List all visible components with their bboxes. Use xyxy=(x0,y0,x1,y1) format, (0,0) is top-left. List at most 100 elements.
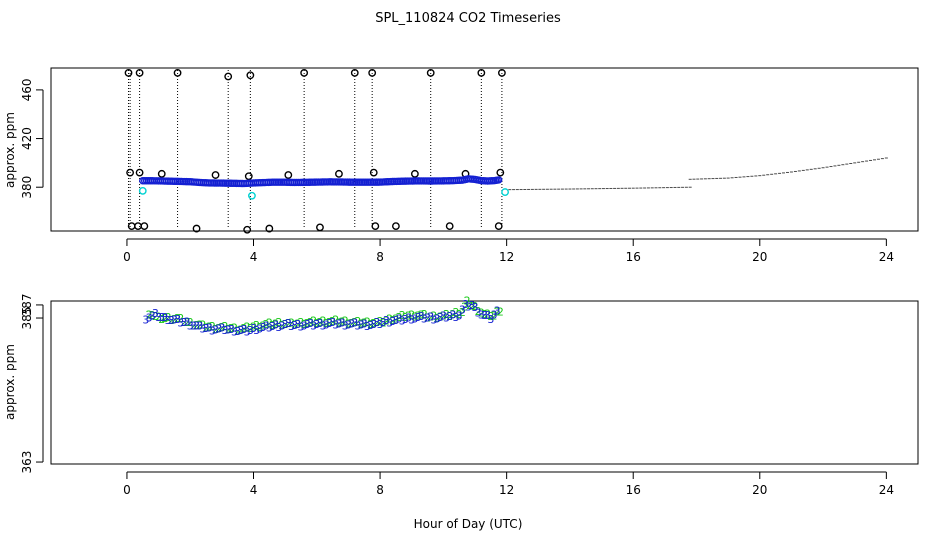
series-2-point: 2 xyxy=(174,312,181,325)
raw-outliers-point xyxy=(284,171,293,179)
bottom-data-marks: 2222222222222222222222222222222222222222… xyxy=(142,295,503,339)
series-2-point: 2 xyxy=(184,316,191,329)
bottom-y-tick-label: 363 xyxy=(20,451,34,474)
series-2-point: 2 xyxy=(234,324,241,337)
series-3-point: 3 xyxy=(142,314,149,327)
series-2-point: 2 xyxy=(193,319,200,332)
series-2-point: 2 xyxy=(149,309,156,322)
series-3-point: 3 xyxy=(339,317,346,330)
raw-outliers-point xyxy=(300,68,309,77)
series-3-point: 3 xyxy=(411,312,418,325)
top-x-tick-label: 12 xyxy=(499,250,514,264)
series-3-point: 3 xyxy=(146,311,153,324)
series-2-point: 2 xyxy=(272,318,279,331)
series-3-point: 3 xyxy=(389,315,396,328)
top-x-tick-label: 0 xyxy=(123,250,131,264)
series-2-point: 2 xyxy=(294,317,301,330)
top-axes: 0 4 8 12 16 20 24 380 420 460 xyxy=(20,78,894,264)
series-2-point: 2 xyxy=(256,321,263,334)
series-2-point: 2 xyxy=(377,315,384,328)
series-2-point: 2 xyxy=(260,320,267,333)
series-3-point: 3 xyxy=(399,315,406,328)
series-2-point: 2 xyxy=(367,318,374,331)
series-3-point: 3 xyxy=(361,318,368,331)
series-3-point: 3 xyxy=(244,326,251,339)
series-3-point: 3 xyxy=(392,314,399,327)
series-2-point: 2 xyxy=(168,314,175,327)
raw-outliers-point xyxy=(211,171,220,179)
series-2-point: 2 xyxy=(437,311,444,324)
series-2-point: 2 xyxy=(478,307,485,320)
series-2-point: 2 xyxy=(196,319,203,332)
series-3-point: 3 xyxy=(380,316,387,329)
series-2-point: 2 xyxy=(427,311,434,324)
series-3-point: 3 xyxy=(234,325,241,338)
series-3-point: 3 xyxy=(449,309,456,322)
series-3-point: 3 xyxy=(351,317,358,330)
series-3-point: 3 xyxy=(307,317,314,330)
raw-outliers-point xyxy=(350,68,359,77)
series-3-point: 3 xyxy=(187,319,194,332)
series-3-point: 3 xyxy=(288,320,295,333)
series-3-point: 3 xyxy=(364,320,371,333)
series-3-point: 3 xyxy=(285,317,292,330)
series-2-point: 2 xyxy=(396,311,403,324)
series-3-point: 3 xyxy=(465,300,472,313)
series-3-point: 3 xyxy=(250,322,257,335)
series-2-point: 2 xyxy=(278,319,285,332)
series-3-point: 3 xyxy=(199,323,206,336)
series-3-point: 3 xyxy=(225,323,232,336)
series-3-point: 3 xyxy=(177,316,184,329)
series-3-point: 3 xyxy=(418,310,425,323)
series-2-point: 2 xyxy=(266,317,273,330)
raw-outliers-point xyxy=(498,68,506,77)
series-2-point: 2 xyxy=(228,322,235,335)
raw-outliers-point xyxy=(368,68,377,77)
series-2-point: 2 xyxy=(386,313,393,326)
series-2-point: 2 xyxy=(430,309,437,322)
top-connector-lines xyxy=(128,70,503,227)
series-3-point: 3 xyxy=(320,319,327,332)
series-3-point: 3 xyxy=(278,319,285,332)
series-3-point: 3 xyxy=(402,313,409,326)
raw-outliers-point xyxy=(335,169,343,178)
series-2-point: 2 xyxy=(146,308,153,321)
series-3-point: 3 xyxy=(190,319,197,332)
series-3-point: 3 xyxy=(158,311,165,324)
top-x-tick-label: 20 xyxy=(752,250,767,264)
series-3-point: 3 xyxy=(155,311,162,324)
series-3-point: 3 xyxy=(481,309,488,322)
raw-outliers-point xyxy=(445,222,454,231)
series-3-point: 3 xyxy=(367,319,374,332)
series-3-point: 3 xyxy=(494,304,501,317)
series-3-point: 3 xyxy=(184,316,191,329)
series-3-point: 3 xyxy=(260,321,267,334)
series-2-point: 2 xyxy=(212,323,219,336)
top-y-tick-label: 420 xyxy=(20,127,34,150)
series-3-point: 3 xyxy=(263,319,270,332)
series-2-point: 2 xyxy=(329,315,336,328)
series-2-point: 2 xyxy=(165,311,172,324)
series-2-point: 2 xyxy=(288,316,295,329)
top-plot-frame xyxy=(50,67,919,232)
series-2-point: 2 xyxy=(405,310,412,323)
series-3-point: 3 xyxy=(193,320,200,333)
raw-outliers-point xyxy=(135,168,144,177)
series-3-point: 3 xyxy=(272,319,279,332)
series-2-point: 2 xyxy=(399,309,406,322)
series-3-point: 3 xyxy=(323,318,330,331)
series-3-point: 3 xyxy=(168,314,175,327)
series-3-point: 3 xyxy=(472,301,479,314)
series-3-point: 3 xyxy=(313,318,320,331)
series-2-point: 2 xyxy=(301,318,308,331)
series-3-point: 3 xyxy=(437,311,444,324)
series-3-point: 3 xyxy=(462,298,469,311)
series-3-point: 3 xyxy=(209,325,216,338)
series-3-point: 3 xyxy=(332,318,339,331)
series-3-point: 3 xyxy=(427,311,434,324)
series-2-point: 2 xyxy=(323,317,330,330)
series-2-point: 2 xyxy=(310,315,317,328)
series-3-point: 3 xyxy=(282,318,289,331)
raw-outliers-point xyxy=(316,223,324,232)
series-2-point: 2 xyxy=(373,316,380,329)
